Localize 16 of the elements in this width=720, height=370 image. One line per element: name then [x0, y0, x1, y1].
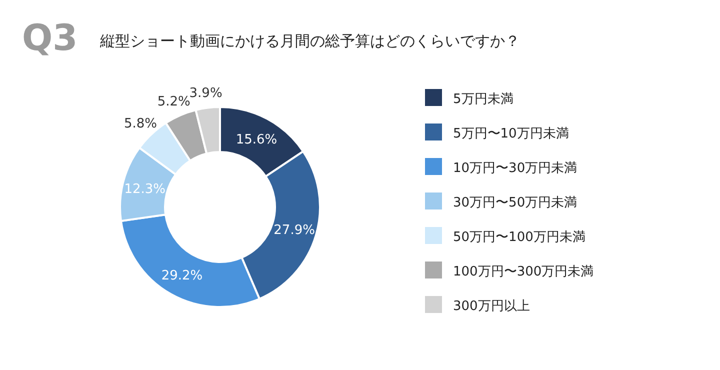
legend-label: 5万円未満 — [453, 92, 514, 107]
legend-label: 50万円〜100万円未満 — [453, 230, 586, 245]
legend-label: 10万円〜30万円未満 — [453, 161, 578, 176]
legend-label: 5万円〜10万円未満 — [453, 126, 569, 142]
data-label: 5.2% — [157, 94, 190, 110]
legend-label: 100万円〜300万円未満 — [453, 264, 594, 280]
text: Q3 — [22, 18, 78, 59]
legend-label: 300万円以上 — [453, 299, 530, 314]
data-label: 12.3% — [124, 182, 166, 198]
chart-title: 縦型ショート動画にかける月間の総予算はどのくらいですか？ — [99, 32, 520, 50]
data-label: 29.2% — [161, 268, 203, 284]
data-label: 15.6% — [236, 132, 278, 148]
data-label: 5.8% — [124, 116, 158, 132]
data-label: 3.9% — [189, 86, 222, 101]
legend-label: 30万円〜50万円未満 — [453, 196, 578, 210]
data-label: 27.9% — [274, 222, 315, 238]
